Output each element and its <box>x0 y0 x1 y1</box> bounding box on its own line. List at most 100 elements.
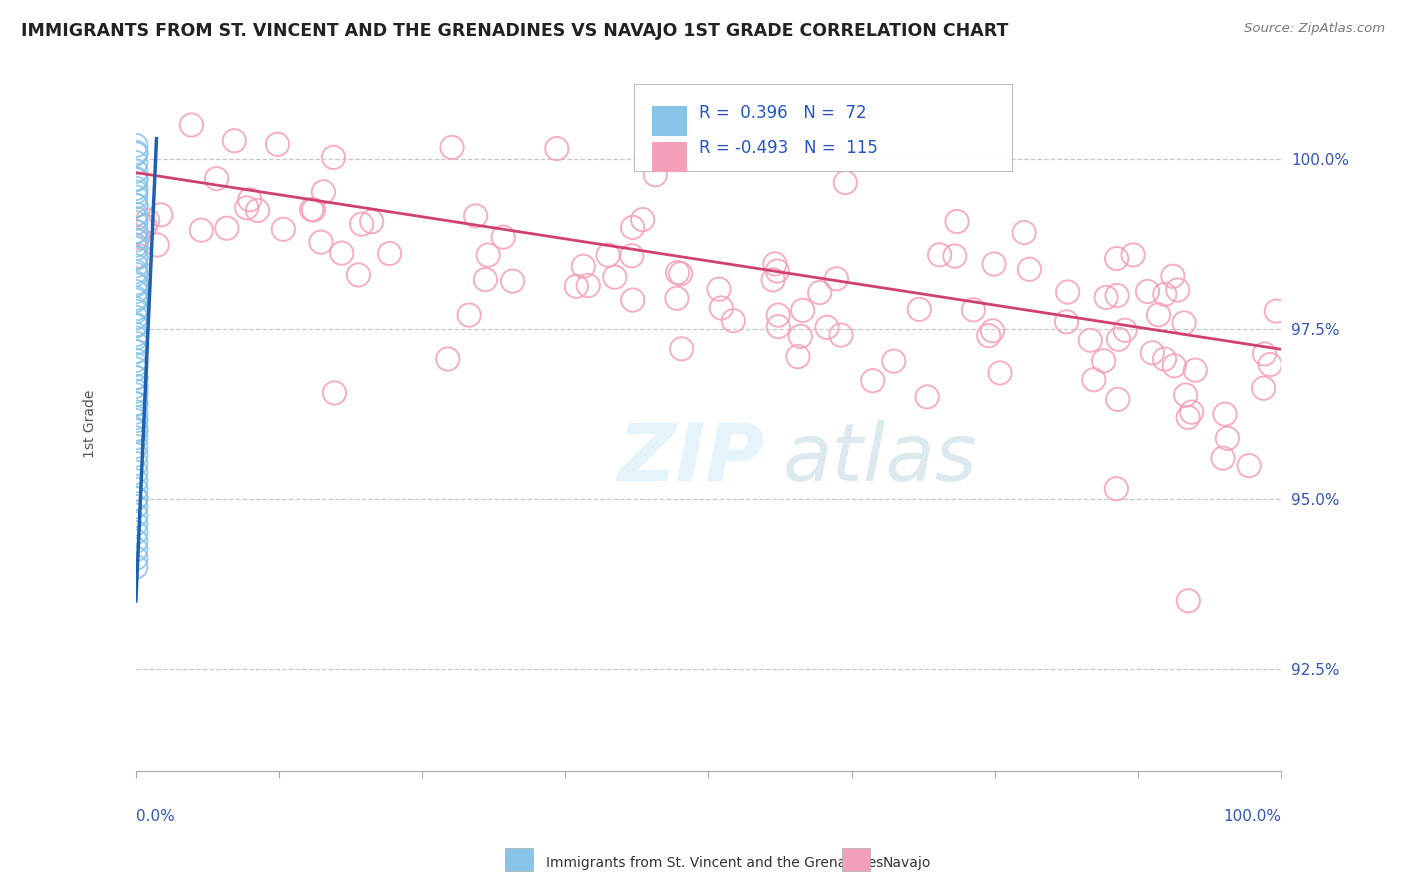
Point <box>621 220 644 235</box>
Point <box>125 500 148 514</box>
Point <box>125 181 148 195</box>
Text: IMMIGRANTS FROM ST. VINCENT AND THE GRENADINES VS NAVAJO 1ST GRADE CORRELATION C: IMMIGRANTS FROM ST. VINCENT AND THE GREN… <box>21 22 1008 40</box>
Point <box>136 213 159 227</box>
Point <box>981 324 1004 338</box>
Point <box>621 293 644 307</box>
Point <box>125 318 148 333</box>
Point <box>1163 359 1185 373</box>
Point <box>440 140 463 154</box>
Point <box>125 225 148 239</box>
Point <box>1056 315 1078 329</box>
Point <box>125 291 148 305</box>
Point <box>474 272 496 286</box>
Point <box>125 353 148 368</box>
Point <box>1253 347 1275 361</box>
Point <box>125 265 148 279</box>
Point <box>125 371 148 385</box>
Point <box>125 508 148 523</box>
Point <box>125 301 148 316</box>
Point <box>436 351 458 366</box>
Point <box>830 328 852 343</box>
Point <box>125 224 148 238</box>
Point <box>125 259 148 273</box>
Point <box>1184 363 1206 377</box>
Point <box>671 342 693 356</box>
Text: 1st Grade: 1st Grade <box>83 390 97 458</box>
Point <box>946 214 969 228</box>
Point <box>620 249 643 263</box>
Point <box>1105 252 1128 266</box>
Point <box>125 318 148 332</box>
Point <box>125 551 148 566</box>
Point <box>707 282 730 296</box>
Point <box>792 303 814 318</box>
Point <box>125 396 148 410</box>
Text: 100.0%: 100.0% <box>1223 809 1281 824</box>
Point <box>983 257 1005 271</box>
Point <box>246 203 269 218</box>
Point <box>125 559 148 574</box>
Point <box>125 344 148 359</box>
Point <box>789 329 811 343</box>
Point <box>1173 316 1195 330</box>
Point <box>915 390 938 404</box>
Point <box>125 422 148 436</box>
Point <box>125 525 148 540</box>
Point <box>908 302 931 317</box>
Point <box>125 474 148 488</box>
Point <box>1136 285 1159 299</box>
Point <box>669 267 692 281</box>
Point <box>125 198 148 212</box>
Point <box>312 185 335 199</box>
Point <box>125 164 148 178</box>
Point <box>988 366 1011 380</box>
Point <box>1177 594 1199 608</box>
Point <box>125 491 148 506</box>
Point <box>1018 262 1040 277</box>
Point <box>502 274 524 288</box>
Point <box>572 260 595 274</box>
Point <box>962 302 984 317</box>
Text: R = -0.493   N =  115: R = -0.493 N = 115 <box>699 139 879 157</box>
Point <box>1092 353 1115 368</box>
Point <box>125 207 148 221</box>
Point <box>808 285 831 300</box>
Point <box>125 293 148 308</box>
Point <box>815 320 838 334</box>
Point <box>125 516 148 531</box>
Point <box>125 362 148 376</box>
Point <box>239 193 262 207</box>
Point <box>125 252 148 266</box>
Point <box>666 266 689 280</box>
Point <box>125 331 148 345</box>
Text: ZIP: ZIP <box>617 420 765 498</box>
Point <box>125 384 148 398</box>
Point <box>125 190 148 204</box>
Point <box>125 310 148 325</box>
Point <box>125 379 148 393</box>
Point <box>125 542 148 557</box>
Point <box>127 230 149 244</box>
Point <box>125 405 148 419</box>
Point <box>723 314 745 328</box>
Point <box>825 272 848 286</box>
Point <box>1237 458 1260 473</box>
Point <box>125 285 148 299</box>
Point <box>1147 308 1170 322</box>
Point <box>301 202 323 217</box>
Point <box>125 276 148 290</box>
Point <box>125 327 148 342</box>
Point <box>125 491 148 505</box>
Point <box>644 168 666 182</box>
Point <box>125 336 148 351</box>
Point <box>1105 482 1128 496</box>
Point <box>125 268 148 282</box>
Point <box>762 273 785 287</box>
Point <box>1265 304 1288 318</box>
Point <box>565 279 588 293</box>
Point <box>125 250 148 264</box>
Point <box>347 268 370 282</box>
Text: atlas: atlas <box>783 420 977 498</box>
Point <box>134 219 156 234</box>
Point <box>360 214 382 228</box>
